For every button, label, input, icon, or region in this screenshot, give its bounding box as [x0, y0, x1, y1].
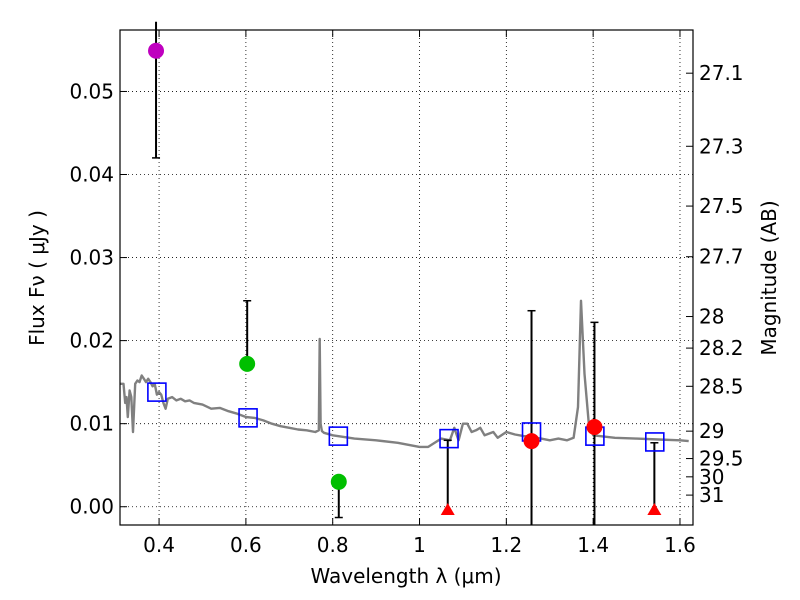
model-photometry-square: [328, 426, 349, 446]
y-axis-title: Flux Fν ( μJy ): [25, 210, 49, 346]
model-photometry-square: [644, 432, 665, 452]
mag-tick-label: 28.2: [699, 336, 744, 360]
model-photometry-square: [147, 382, 167, 402]
y2-axis-title: Magnitude (AB): [757, 200, 781, 355]
grid: [120, 30, 693, 525]
plot-area: [120, 21, 689, 525]
flux-point: [523, 433, 540, 450]
y-tick-label: 0.05: [69, 79, 114, 103]
mag-tick-label: 29.5: [699, 447, 744, 471]
mag-tick-label: 29: [699, 419, 724, 443]
x-tick-label: 1.6: [664, 533, 696, 557]
mag-tick-label: 27.5: [699, 194, 744, 218]
y-tick-label: 0.03: [69, 246, 114, 270]
axes-ticks: 0.4 0.6 0.8 1 1.2 1.4 1.6 0.00 0.01 0.02 0.03 0.04 0…: [69, 30, 744, 557]
mag-tick-label: 31: [699, 483, 724, 507]
mag-tick-label: 27.7: [699, 245, 744, 269]
upper-limit-marker: [647, 503, 662, 516]
mag-tick-label: 27.3: [699, 134, 744, 158]
flux-point: [586, 418, 603, 435]
upper-limit-marker: [440, 503, 455, 516]
x-tick-label: 0.4: [143, 533, 175, 557]
flux-point: [148, 42, 165, 59]
mag-tick-label: 27.1: [699, 61, 744, 85]
flux-point: [239, 355, 256, 372]
y-tick-label: 0.01: [69, 412, 114, 436]
y-tick-label: 0.04: [69, 163, 114, 187]
y-tick-label: 0.00: [69, 495, 114, 519]
mag-tick-label: 28: [699, 305, 724, 329]
mag-tick-label: 30: [699, 465, 724, 489]
model-photometry-square: [238, 408, 258, 428]
model-photometry-square: [439, 428, 459, 449]
mag-tick-label: 28.5: [699, 374, 744, 398]
plot-frame: [119, 29, 694, 526]
x-tick-label: 1.2: [490, 533, 522, 557]
x-axis-title: Wavelength λ (μm): [310, 564, 501, 588]
x-tick-label: 1: [413, 533, 426, 557]
x-tick-label: 1.4: [577, 533, 609, 557]
flux-point: [330, 473, 347, 490]
x-tick-label: 0.8: [317, 533, 349, 557]
sed-model-line: [120, 299, 689, 449]
y-tick-label: 0.02: [69, 329, 114, 353]
x-tick-label: 0.6: [230, 533, 262, 557]
